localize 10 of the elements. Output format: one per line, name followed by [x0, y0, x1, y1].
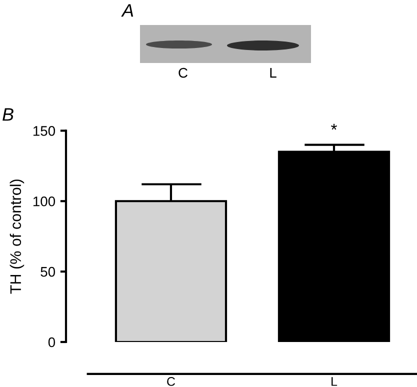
text: * — [331, 124, 337, 130]
y-tick-label: 150 — [33, 126, 56, 136]
text: B — [2, 108, 14, 121]
y-axis-title: TH (% of control) — [10, 180, 24, 294]
y-tick-label: 100 — [33, 196, 56, 206]
text: L — [270, 68, 276, 78]
y-tick-label: 0 — [48, 337, 56, 348]
text: A — [121, 4, 134, 17]
text: C — [178, 68, 188, 78]
y-tick-label: 50 — [40, 266, 56, 277]
